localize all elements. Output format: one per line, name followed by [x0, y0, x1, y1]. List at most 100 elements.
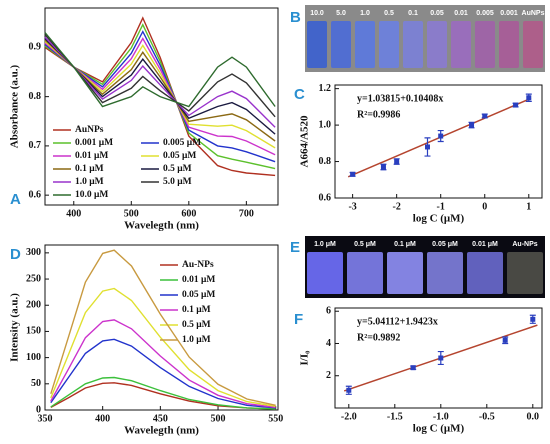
data-point: [502, 337, 508, 343]
plot-frame: [44, 244, 279, 411]
vial: [307, 21, 327, 68]
x-tick-label: -2.0: [341, 411, 357, 422]
panel-letter: C: [294, 86, 305, 103]
vial-label: 0.001: [500, 10, 518, 17]
y-tick-label: 0: [36, 404, 41, 415]
x-tick-label: 1: [526, 201, 531, 212]
legend-label: 1.0 μM: [75, 177, 104, 187]
annotation: y=1.03815+0.10408x: [357, 93, 443, 104]
legend-label: 0.1 μM: [75, 164, 104, 174]
y-tick-label: 2: [326, 370, 331, 381]
y-tick-label: 6: [326, 306, 331, 317]
data-point: [346, 387, 352, 393]
series-line: [44, 39, 276, 142]
x-tick-label: 0.0: [527, 411, 540, 422]
legend-label: 0.01 μM: [75, 151, 108, 161]
series-line: [44, 34, 276, 118]
vial: [387, 252, 423, 294]
x-tick-label: -1.0: [433, 411, 449, 422]
vial-label: 0.1: [408, 10, 418, 17]
legend-label: 1.0 μM: [182, 335, 211, 345]
y-tick-label: 0.7: [29, 140, 42, 151]
legend-label: 0.001 μM: [75, 138, 113, 148]
legend-label: 0.5 μM: [163, 164, 192, 174]
legend-label: Au-NPs: [182, 260, 214, 270]
data-point: [350, 171, 356, 177]
data-point: [394, 159, 400, 165]
vial-label: 0.05: [430, 10, 444, 17]
plot-frame: [334, 307, 543, 409]
series-line: [44, 36, 276, 128]
data-point: [482, 113, 488, 119]
x-tick-label: -1.5: [387, 411, 403, 422]
data-point: [380, 164, 386, 170]
x-tick-label: 550: [268, 413, 283, 424]
vial-label: 0.5: [384, 10, 394, 17]
y-tick-label: 300: [26, 247, 41, 258]
data-point: [469, 122, 475, 128]
vial: [307, 252, 343, 294]
vial-label: 1.0: [360, 10, 370, 17]
vial: [427, 252, 463, 294]
legend-label: 0.01 μM: [182, 275, 215, 285]
y-tick-label: 0.6: [319, 192, 332, 203]
x-tick-label: 400: [66, 208, 81, 219]
vial-label: 0.05 μM: [432, 241, 458, 248]
x-tick-label: -0.5: [479, 411, 495, 422]
vial: [451, 21, 471, 68]
legend-label: 5.0 μM: [163, 177, 192, 187]
panel-letter: B: [290, 9, 301, 26]
legend-label: 10.0 μM: [75, 190, 108, 200]
legend-label: 0.1 μM: [182, 305, 211, 315]
vial: [355, 21, 375, 68]
vial: [507, 252, 543, 294]
data-point: [438, 133, 444, 139]
x-tick-label: 450: [153, 413, 168, 424]
vial-label: 0.1 μM: [394, 241, 416, 248]
vial-label: 0.01 μM: [472, 241, 498, 248]
y-tick-label: 0.9: [29, 42, 42, 53]
annotation: R²=0.9986: [357, 109, 400, 120]
data-point: [438, 355, 444, 361]
y-tick-label: 50: [31, 378, 41, 389]
panel-letter: A: [10, 191, 21, 208]
series-line: [44, 23, 276, 170]
data-point: [513, 102, 519, 108]
panel-letter: E: [290, 239, 300, 256]
legend-label: 0.5 μM: [182, 320, 211, 330]
vial: [347, 252, 383, 294]
x-axis-label: log C (μM): [413, 213, 465, 225]
y-tick-label: 4: [326, 338, 331, 349]
annotation: R²=0.9892: [357, 332, 400, 343]
series-line: [50, 376, 276, 410]
y-tick-label: 1.2: [319, 83, 332, 94]
y-tick-label: 100: [26, 352, 41, 363]
legend-label: 0.05 μM: [182, 290, 215, 300]
x-tick-label: 700: [239, 208, 254, 219]
series-line: [44, 40, 276, 149]
plot-frame: [334, 84, 543, 199]
vial: [467, 252, 503, 294]
vial-label: 10.0: [310, 10, 324, 17]
x-tick-label: 600: [181, 208, 196, 219]
data-point: [526, 95, 532, 101]
series-line: [50, 249, 276, 406]
series-line: [44, 30, 276, 163]
series-line: [50, 319, 276, 409]
x-axis-label: Wavelegth (nm): [124, 220, 199, 232]
y-tick-label: 0.8: [319, 156, 332, 167]
legend-label: AuNPs: [75, 125, 104, 135]
x-axis-label: log C (μM): [413, 423, 465, 435]
series-line: [50, 287, 276, 407]
y-axis-label: Absorbance (a.u.): [9, 64, 21, 148]
series-line: [44, 38, 276, 135]
data-point: [424, 144, 430, 150]
legend-label: 0.005 μM: [163, 138, 201, 148]
y-tick-label: 1.0: [319, 119, 332, 130]
y-tick-label: 0.6: [29, 189, 42, 200]
vial-label: 5.0: [336, 10, 346, 17]
plot-frame: [44, 7, 279, 206]
x-tick-label: -3: [348, 201, 356, 212]
vial-label: AuNPs: [522, 10, 545, 17]
panel-letter: F: [294, 311, 303, 328]
